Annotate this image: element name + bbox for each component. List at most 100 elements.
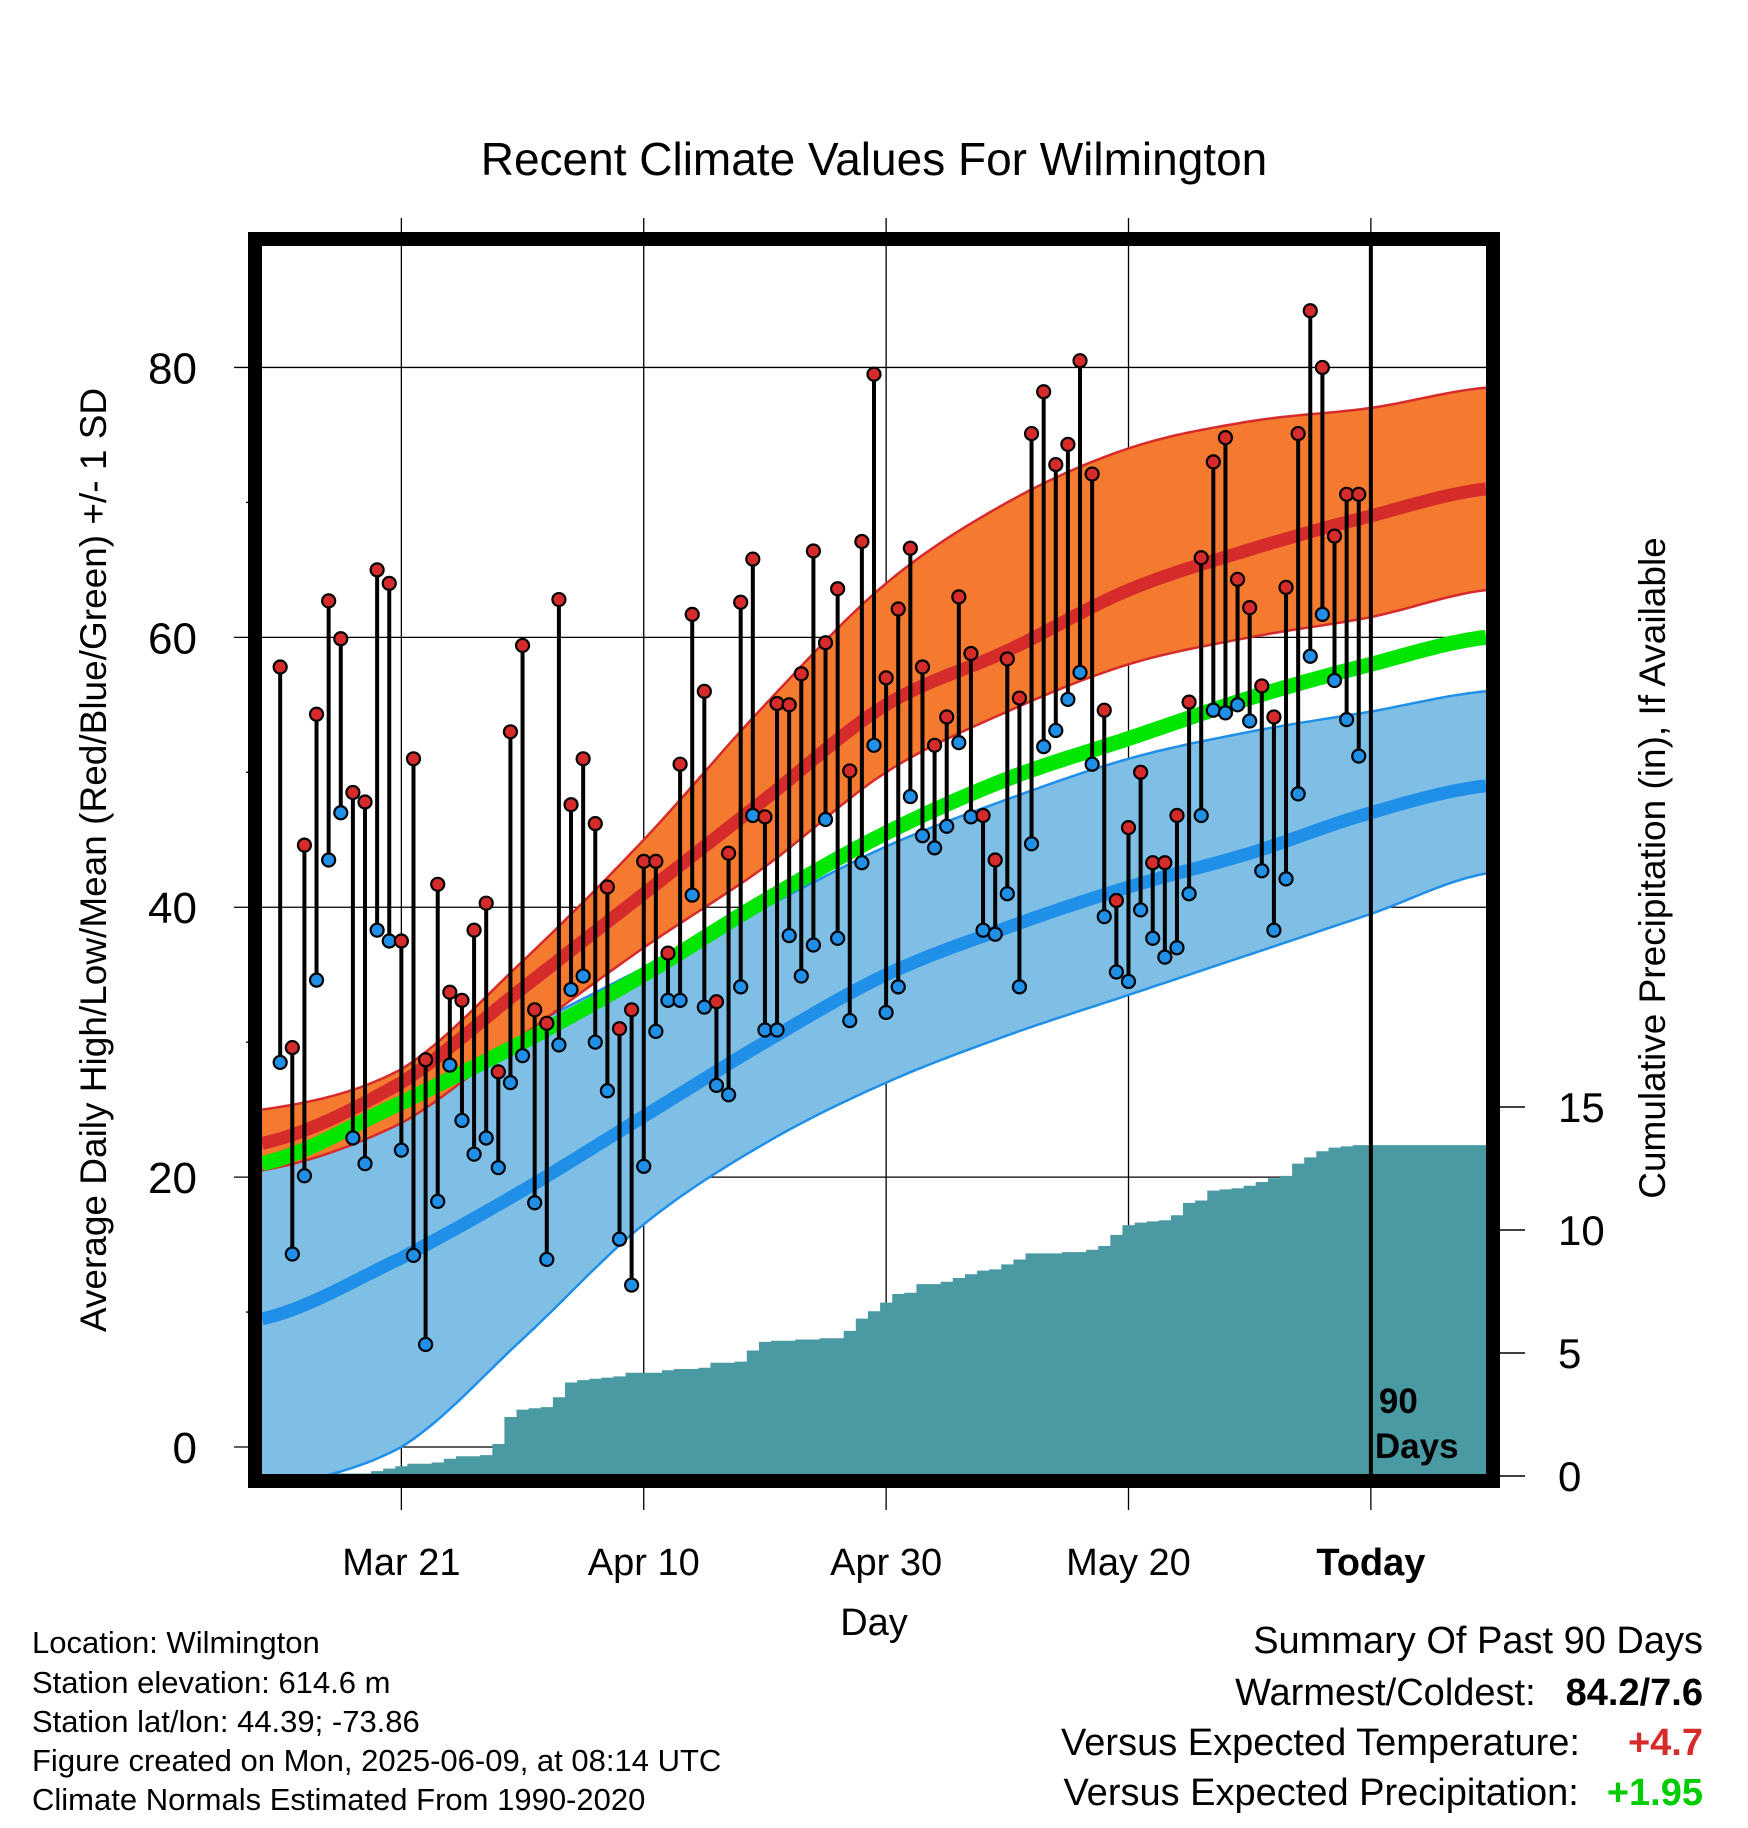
high-point <box>951 589 967 605</box>
high-point <box>321 593 337 609</box>
high-point <box>466 922 482 938</box>
summary-temp-label: Versus Expected Temperature: <box>1061 1722 1580 1764</box>
high-point <box>830 581 846 597</box>
low-point <box>720 1087 737 1103</box>
y-tick-label: 0 <box>173 1424 197 1473</box>
low-point <box>454 1112 470 1129</box>
high-point <box>769 695 785 712</box>
low-point <box>1048 722 1064 739</box>
summary-precip: Versus Expected Precipitation: +1.95 <box>1063 1772 1703 1815</box>
high-point <box>866 366 882 382</box>
low-point <box>1169 940 1185 956</box>
low-point <box>308 972 325 988</box>
high-point <box>1266 709 1282 725</box>
low-point <box>357 1156 373 1172</box>
low-point <box>587 1034 603 1050</box>
high-point <box>757 809 773 825</box>
high-point <box>708 994 725 1010</box>
high-point <box>272 659 288 675</box>
high-point <box>1254 678 1270 694</box>
high-point <box>1314 359 1330 376</box>
high-point <box>1133 764 1149 780</box>
high-point <box>611 1021 628 1037</box>
high-point <box>1169 807 1185 824</box>
high-point <box>781 697 797 713</box>
high-point <box>430 876 446 892</box>
summary-warmest-value: 84.2/7.6 <box>1565 1672 1703 1714</box>
chart-title: Recent Climate Values For Wilmington <box>481 133 1268 185</box>
info-created: Figure created on Mon, 2025-06-09, at 08… <box>32 1743 722 1778</box>
low-point <box>1145 930 1161 946</box>
low-point <box>611 1231 628 1247</box>
low-point <box>1096 909 1112 925</box>
y-tick-label: 20 <box>148 1154 197 1203</box>
high-point <box>442 984 458 1000</box>
info-elevation: Station elevation: 614.6 m <box>32 1665 391 1700</box>
low-point <box>321 852 337 868</box>
low-point <box>284 1246 300 1262</box>
low-point <box>430 1193 446 1210</box>
low-point <box>987 926 1003 942</box>
low-point <box>1326 672 1343 689</box>
low-point <box>684 887 700 903</box>
low-point <box>466 1146 482 1162</box>
high-point <box>539 1015 555 1031</box>
low-point <box>708 1077 725 1093</box>
low-point <box>648 1023 664 1039</box>
high-point <box>745 551 761 567</box>
low-point <box>951 734 967 751</box>
high-point <box>1036 384 1052 400</box>
low-sd-band <box>262 691 1486 1474</box>
low-point <box>999 886 1015 902</box>
summary-warmest-label: Warmest/Coldest: <box>1235 1672 1536 1714</box>
high-point <box>393 933 409 949</box>
high-point <box>999 651 1015 667</box>
high-point <box>1302 303 1318 319</box>
high-point <box>1217 430 1234 446</box>
low-point <box>939 818 955 834</box>
x-tick-label: May 20 <box>1066 1542 1191 1584</box>
low-point <box>1193 807 1209 824</box>
low-point <box>817 811 834 828</box>
low-point <box>393 1142 409 1158</box>
high-point <box>296 837 313 853</box>
low-point <box>1351 748 1367 764</box>
summary-title: Summary Of Past 90 Days <box>1253 1620 1703 1662</box>
low-point <box>333 805 349 821</box>
high-point <box>418 1052 434 1068</box>
low-point <box>1157 949 1173 965</box>
high-point <box>1048 457 1064 473</box>
summary-precip-value: +1.95 <box>1606 1772 1703 1814</box>
high-point <box>1060 436 1076 452</box>
summary-temp: Versus Expected Temperature: +4.7 <box>1061 1722 1703 1765</box>
high-point <box>987 852 1003 868</box>
low-point <box>805 937 822 953</box>
y-tick-label: 40 <box>148 884 197 933</box>
y2-tick-label: 0 <box>1558 1453 1581 1500</box>
high-point <box>720 845 737 861</box>
low-point <box>963 809 979 825</box>
high-point <box>1108 892 1124 909</box>
low-point <box>1023 836 1040 852</box>
high-point <box>1096 702 1112 718</box>
low-point <box>296 1168 313 1184</box>
low-point <box>745 807 761 824</box>
low-point <box>514 1048 531 1064</box>
summary-temp-value: +4.7 <box>1627 1722 1703 1764</box>
plot-border <box>248 232 1500 1488</box>
y2-tick-label: 5 <box>1558 1330 1581 1377</box>
high-point <box>817 635 834 651</box>
high-point <box>369 562 385 578</box>
low-point <box>854 855 870 871</box>
low-point <box>1084 756 1100 772</box>
low-point <box>1072 664 1088 681</box>
info-normals: Climate Normals Estimated From 1990-2020 <box>32 1782 646 1817</box>
high-point <box>284 1039 300 1056</box>
low-point <box>405 1247 422 1263</box>
high-point <box>1181 694 1197 710</box>
high-point <box>599 879 615 895</box>
high-point <box>551 591 567 608</box>
high-point <box>1120 820 1137 836</box>
x-tick-label: Mar 21 <box>342 1542 460 1584</box>
